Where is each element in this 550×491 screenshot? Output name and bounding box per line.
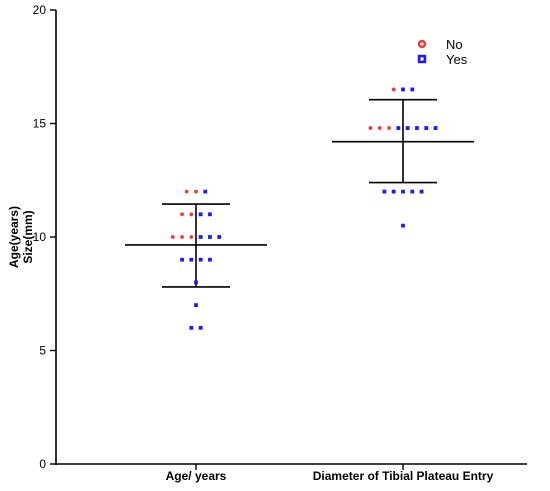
legend-marker-no-inner	[420, 42, 424, 46]
point-no	[180, 235, 184, 239]
point-no	[189, 212, 194, 217]
legend-label: No	[446, 37, 463, 52]
point-yes	[180, 257, 184, 262]
point-yes	[217, 235, 222, 239]
point-no	[180, 212, 184, 217]
point-yes	[415, 126, 419, 130]
point-yes	[424, 126, 429, 130]
point-no	[170, 235, 175, 239]
point-no	[391, 87, 396, 92]
point-yes	[410, 189, 415, 194]
point-no	[387, 126, 391, 130]
y-tick-label: 20	[33, 3, 47, 17]
point-yes	[208, 212, 212, 217]
y-tick-label: 0	[39, 457, 46, 471]
point-yes	[198, 212, 203, 217]
point-yes	[208, 257, 212, 262]
point-yes	[391, 189, 396, 194]
point-yes	[203, 189, 208, 194]
point-no	[194, 189, 198, 194]
point-yes	[401, 87, 405, 92]
axes: 0 5 10 15 20 Age/ years Diameter of Tibial Pla…	[33, 3, 527, 483]
summary-bars	[125, 98, 474, 288]
point-yes	[382, 189, 387, 194]
y-tick-label: 5	[39, 344, 46, 358]
point-no	[189, 235, 194, 239]
point-yes	[198, 257, 203, 262]
point-yes	[433, 126, 438, 130]
point-no	[368, 126, 373, 130]
point-no	[377, 126, 382, 130]
point-yes	[198, 325, 203, 330]
data-points	[170, 87, 438, 330]
x-tick-label: Age/ years	[166, 469, 227, 483]
point-yes	[396, 126, 401, 130]
legend-label: Yes	[446, 52, 468, 67]
point-yes	[401, 189, 405, 194]
y-axis-title-line: Size(mm)	[21, 210, 35, 263]
point-yes	[198, 235, 203, 239]
legend-marker-yes-inner	[420, 57, 424, 61]
point-yes	[189, 257, 194, 262]
y-axis-title-text: Age(years)Size(mm)	[7, 206, 35, 268]
point-yes	[410, 87, 415, 92]
point-yes	[405, 126, 410, 130]
point-yes	[419, 189, 424, 194]
point-yes	[194, 303, 198, 307]
y-axis-title: Age(years)Size(mm)	[7, 206, 35, 268]
point-yes	[208, 235, 212, 239]
point-yes	[189, 325, 194, 330]
point-yes	[194, 280, 198, 285]
point-no	[184, 189, 189, 194]
point-yes	[401, 223, 405, 228]
y-tick-label: 15	[33, 117, 47, 131]
y-tick-label: 10	[33, 230, 47, 244]
y-axis-title-line: Age(years)	[7, 206, 21, 268]
x-tick-label: Diameter of Tibial Plateau Entry	[313, 469, 494, 483]
